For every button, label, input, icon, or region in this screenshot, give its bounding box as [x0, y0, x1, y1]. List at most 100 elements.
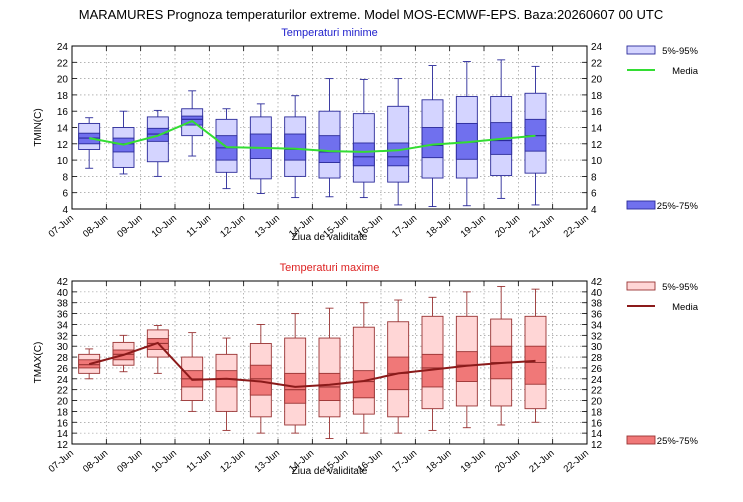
tmax-box	[318, 307, 341, 440]
tmin-xtick-label: 09-Jun	[115, 213, 144, 240]
tmin-xtick-label: 11-Jun	[184, 213, 213, 240]
tmin-ytick-label-right: 14	[591, 124, 603, 135]
tmin-ytick-label-right: 18	[591, 91, 603, 102]
tmax-ytick-label-right: 40	[591, 288, 603, 299]
tmax-ytick-label-right: 28	[591, 353, 603, 364]
tmin-legend-swatch-outer	[626, 45, 656, 55]
tmin-legend-label: 25%-75%	[657, 201, 699, 212]
tmax-ytick-label-right: 26	[591, 364, 603, 375]
tmin-box-25-75	[421, 127, 444, 159]
tmin-ytick-label-left: 14	[57, 124, 69, 135]
tmax-ytick-label-left: 16	[57, 418, 69, 429]
tmin-legend-label: Media	[672, 66, 699, 77]
tmin-ytick-label-right: 20	[591, 75, 603, 86]
tmin-legend-swatch-inner	[626, 200, 656, 210]
tmax-chart-title: Temperaturi maxime	[280, 262, 380, 274]
tmax-ytick-label-left: 34	[57, 320, 69, 331]
tmax-ytick-label-right: 22	[591, 386, 603, 397]
tmin-xtick-label: 20-Jun	[493, 213, 522, 240]
tmin-box-25-75	[249, 133, 272, 159]
tmax-box	[352, 302, 375, 434]
tmax-xtick-label: 07-Jun	[47, 448, 76, 475]
tmin-media-line	[89, 119, 536, 153]
tmin-chart: 4 4 6 6 8 8 10 10 12 12 14 14 16 16 18 18 20 20 22 22 24 24 07…	[33, 27, 699, 243]
tmin-ytick-label-right: 4	[591, 205, 597, 216]
tmax-ytick-label-left: 28	[57, 353, 69, 364]
tmax-box-25-75	[284, 372, 307, 404]
tmin-box	[421, 65, 444, 208]
tmin-ytick-label-left: 4	[62, 205, 68, 216]
tmax-ytick-label-left: 42	[57, 277, 69, 288]
tmax-xtick-label: 19-Jun	[459, 448, 488, 475]
tmax-ytick-label-left: 30	[57, 342, 69, 353]
tmin-xtick-label: 17-Jun	[390, 213, 419, 240]
tmax-xtick-label: 13-Jun	[253, 448, 282, 475]
tmin-ytick-label-left: 16	[57, 107, 69, 118]
tmax-ytick-label-right: 20	[591, 397, 603, 408]
tmin-ytick-label-right: 12	[591, 140, 603, 151]
tmin-xtick-label: 10-Jun	[150, 213, 179, 240]
tmax-ytick-label-left: 18	[57, 407, 69, 418]
tmax-ytick-label-right: 14	[591, 429, 603, 440]
tmin-xtick-label: 18-Jun	[424, 213, 453, 240]
tmin-chart-title: Temperaturi minime	[281, 27, 378, 39]
tmin-ytick-label-right: 24	[591, 42, 603, 53]
tmin-ytick-label-right: 8	[591, 172, 597, 183]
tmax-ytick-label-right: 38	[591, 299, 603, 310]
tmin-ytick-label-left: 20	[57, 75, 69, 86]
tmax-ytick-label-right: 24	[591, 375, 603, 386]
tmax-ytick-label-right: 36	[591, 310, 603, 321]
tmax-media-line	[88, 341, 536, 388]
page-title: MARAMURES Prognoza temperaturilor extrem…	[79, 7, 663, 22]
tmax-xtick-label: 08-Jun	[81, 448, 110, 475]
tmin-ytick-label-right: 6	[591, 189, 597, 200]
tmax-xtick-label: 18-Jun	[424, 448, 453, 475]
tmin-box	[112, 110, 135, 175]
tmin-box	[352, 78, 375, 199]
tmax-box	[249, 324, 272, 434]
tmax-ytick-label-left: 22	[57, 386, 69, 397]
tmin-ytick-label-right: 10	[591, 156, 603, 167]
tmax-box-25-75	[524, 345, 547, 385]
tmin-box-25-75	[318, 135, 341, 163]
tmax-ytick-label-left: 38	[57, 299, 69, 310]
tmin-ytick-label-left: 6	[62, 189, 68, 200]
tmax-xtick-label: 10-Jun	[150, 448, 179, 475]
tmax-xtick-label: 20-Jun	[493, 448, 522, 475]
tmin-xtick-label: 21-Jun	[527, 213, 556, 240]
tmin-ytick-label-left: 24	[57, 42, 69, 53]
tmin-box	[387, 78, 410, 206]
tmax-ytick-label-left: 40	[57, 288, 69, 299]
tmax-xtick-label: 22-Jun	[562, 448, 591, 475]
tmin-ytick-label-left: 10	[57, 156, 69, 167]
tmin-xtick-label: 08-Jun	[81, 213, 110, 240]
tmax-ytick-label-left: 26	[57, 364, 69, 375]
tmin-ytick-label-right: 16	[591, 107, 603, 118]
tmin-xtick-label: 07-Jun	[47, 213, 76, 240]
tmin-box	[215, 108, 238, 190]
tmax-box-25-75	[352, 370, 375, 399]
tmax-xtick-label: 12-Jun	[218, 448, 247, 475]
tmax-ytick-label-right: 42	[591, 277, 603, 288]
tmax-ytick-label-right: 16	[591, 418, 603, 429]
tmax-xtick-label: 17-Jun	[390, 448, 419, 475]
tmax-legend-swatch-outer	[626, 281, 656, 291]
tmax-legend-label: 25%-75%	[657, 436, 699, 447]
tmax-xtick-label: 11-Jun	[184, 448, 213, 475]
tmax-ylabel: TMAX(C)	[33, 342, 44, 384]
tmax-box	[421, 296, 444, 431]
tmin-ytick-label-left: 18	[57, 91, 69, 102]
tmax-xtick-label: 09-Jun	[115, 448, 144, 475]
tmin-xtick-label: 19-Jun	[459, 213, 488, 240]
tmin-legend-label: 5%-95%	[662, 46, 698, 57]
tmin-ytick-label-left: 22	[57, 58, 69, 69]
tmin-box	[455, 61, 478, 207]
tmax-ytick-label-left: 24	[57, 375, 69, 386]
tmax-ytick-label-right: 12	[591, 440, 603, 451]
tmin-box	[318, 78, 341, 198]
tmax-ytick-label-left: 12	[57, 440, 69, 451]
tmax-ytick-label-right: 18	[591, 407, 603, 418]
tmax-legend-swatch-inner	[626, 435, 656, 445]
tmin-xtick-label: 12-Jun	[218, 213, 247, 240]
